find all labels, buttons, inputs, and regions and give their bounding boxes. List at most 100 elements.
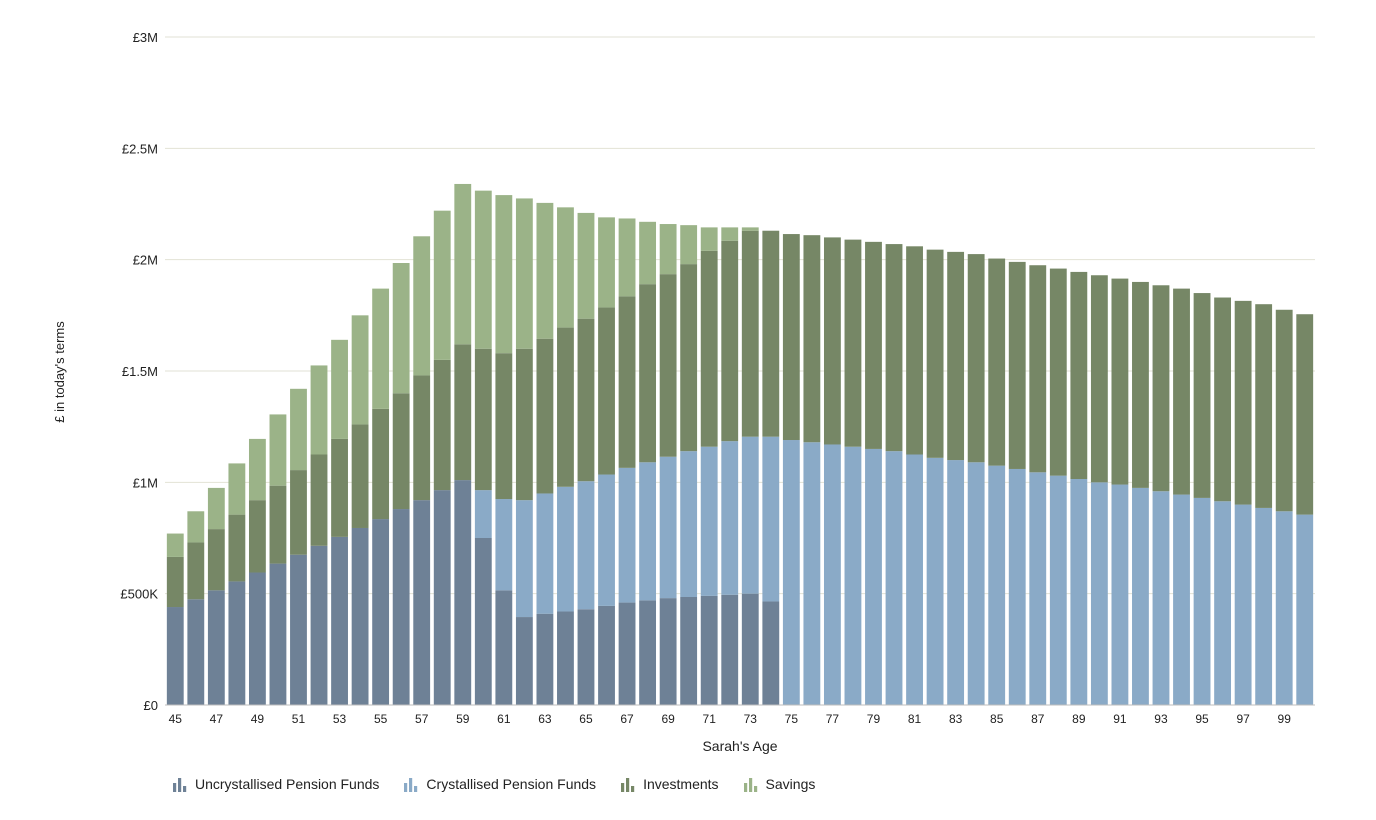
bar-segment — [598, 474, 615, 606]
x-tick-label: 61 — [497, 712, 511, 726]
bar-segment — [598, 307, 615, 475]
bar-segment — [721, 240, 739, 442]
bar-segment — [1193, 497, 1211, 705]
bar-segment — [1049, 475, 1067, 705]
bar-segment — [906, 454, 923, 705]
x-tick-label: 71 — [703, 712, 717, 726]
x-tick-label: 79 — [867, 712, 881, 726]
bar-segment — [885, 451, 903, 705]
x-tick-label: 55 — [374, 712, 388, 726]
bar-segment — [515, 348, 533, 501]
bar-segment — [536, 202, 554, 339]
x-tick-label: 45 — [169, 712, 183, 726]
bar-segment — [577, 481, 595, 610]
bar-chart-icon — [743, 778, 757, 792]
bar-segment — [372, 408, 390, 520]
x-tick-label: 97 — [1236, 712, 1250, 726]
bar-segment — [433, 490, 451, 705]
bar-segment — [331, 536, 348, 705]
x-tick-label: 99 — [1278, 712, 1292, 726]
bar-segment — [988, 258, 1006, 466]
x-tick-label: 93 — [1154, 712, 1168, 726]
bar-segment — [618, 602, 636, 705]
x-tick-label: 59 — [456, 712, 470, 726]
legend-label: Savings — [765, 776, 816, 792]
y-tick-label: £3M — [133, 30, 158, 45]
bar-segment — [187, 511, 205, 543]
bar-segment — [721, 227, 739, 241]
bar-segment — [1090, 275, 1108, 483]
bar-segment — [351, 315, 369, 425]
bar-segment — [372, 288, 390, 409]
bar-segment — [228, 581, 246, 705]
y-tick-label: £0 — [144, 698, 158, 713]
bar-segment — [515, 617, 533, 705]
bar-segment — [1173, 288, 1190, 495]
bar-segment — [639, 221, 657, 285]
bar-segment — [1070, 478, 1088, 705]
x-tick-label: 91 — [1113, 712, 1127, 726]
bar-segment — [700, 446, 718, 596]
bar-segment — [988, 465, 1006, 705]
bar-segment — [454, 480, 472, 705]
bar-segment — [413, 375, 431, 501]
bar-segment — [474, 538, 492, 705]
x-tick-label: 89 — [1072, 712, 1086, 726]
bar-segment — [680, 597, 698, 705]
bar-segment — [1152, 285, 1170, 492]
bar-segment — [310, 454, 328, 546]
bar-segment — [536, 613, 554, 705]
bar-segment — [1296, 314, 1314, 515]
x-tick-label: 63 — [538, 712, 552, 726]
y-axis-ticks: £0 £500K £1M £1.5M £2M £2.5M £3M — [120, 30, 158, 713]
bar-segment — [372, 519, 390, 705]
x-tick-label: 67 — [620, 712, 634, 726]
bar-segment — [844, 239, 862, 447]
bar-segment — [926, 457, 944, 705]
bar-segment — [166, 607, 184, 705]
bar-segment — [926, 249, 944, 458]
bar-segment — [248, 500, 266, 573]
legend-item[interactable]: Crystallised Pension Funds — [403, 776, 596, 792]
bar-segment — [577, 212, 595, 319]
bar-segment — [700, 250, 718, 447]
x-tick-label: 95 — [1195, 712, 1209, 726]
bar-segment — [1173, 494, 1190, 705]
bar-segment — [248, 572, 266, 705]
legend-item[interactable]: Investments — [620, 776, 719, 792]
bar-segment — [228, 514, 246, 582]
bar-segment — [310, 545, 328, 705]
bar-segment — [495, 590, 513, 705]
bar-segment — [1029, 472, 1047, 705]
bar-segment — [844, 446, 862, 705]
x-tick-label: 85 — [990, 712, 1004, 726]
legend-item[interactable]: Savings — [743, 776, 816, 792]
bar-segment — [1029, 265, 1047, 473]
bar-segment — [351, 424, 369, 528]
y-axis-label: £ in today's terms — [52, 321, 67, 423]
bar-segment — [433, 210, 451, 360]
bar-segment — [1008, 261, 1026, 469]
x-tick-label: 75 — [785, 712, 799, 726]
bar-segment — [1275, 511, 1293, 705]
bar-segment — [803, 235, 821, 443]
bar-segment — [1214, 501, 1232, 705]
bar-segment — [741, 230, 759, 437]
bar-segment — [741, 227, 759, 231]
legend-item[interactable]: Uncrystallised Pension Funds — [172, 776, 379, 792]
bar-chart-icon — [621, 778, 635, 792]
bar-segment — [331, 438, 348, 537]
bar-chart-icon — [173, 778, 187, 792]
bar-segment — [1234, 504, 1252, 705]
bar-segment — [967, 462, 985, 705]
bar-segment — [557, 486, 574, 612]
bar-segment — [823, 237, 841, 445]
bar-segment — [865, 241, 882, 449]
bars — [166, 183, 1314, 705]
y-tick-label: £1M — [133, 475, 158, 490]
bar-segment — [618, 218, 636, 297]
bar-segment — [598, 605, 615, 705]
bar-segment — [639, 462, 657, 601]
bar-segment — [331, 339, 348, 439]
bar-segment — [680, 225, 698, 265]
